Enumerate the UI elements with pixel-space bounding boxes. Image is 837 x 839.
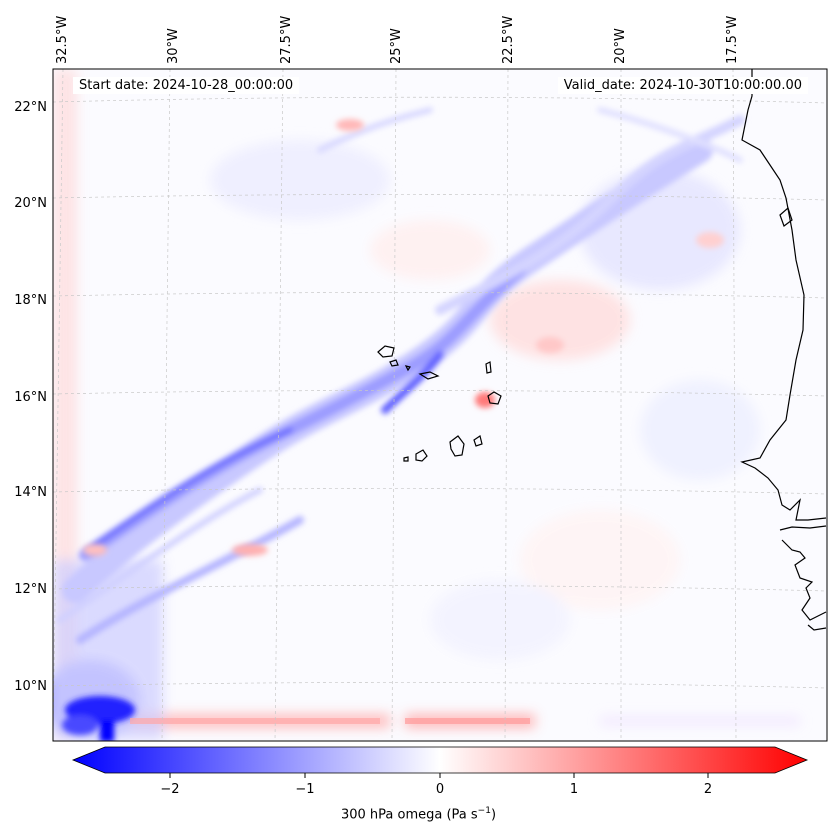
lat-label: 14°N [14,485,47,500]
colorbar-label-text: 300 hPa omega (Pa s [340,807,478,823]
lon-label: 27.5°W [279,16,294,64]
coastline [740,69,827,631]
colorbar-tick-label: 1 [570,782,578,797]
lat-label: 12°N [14,582,47,597]
lon-label: 22.5°W [501,16,516,64]
start-date-annotation: Start date: 2024-10-28_00:00:00 [73,77,300,94]
lon-label: 25°W [389,28,404,64]
lat-label: 20°N [14,196,47,211]
lon-tick-labels: 32.5°W 30°W 27.5°W 25°W 22.5°W 20°W 17.5… [55,16,740,64]
map-panel [52,68,828,742]
lat-tick-labels: 22°N 20°N 18°N 16°N 14°N 12°N 10°N [14,100,47,694]
lat-label: 10°N [14,679,47,694]
colorbar-bar [71,746,809,774]
colorbar-label-close: ) [490,807,497,823]
colorbar: −2 −1 0 1 2 [71,746,809,797]
lat-label: 18°N [14,293,47,308]
colorbar-tick-label: 2 [704,782,712,797]
lat-label: 16°N [14,390,47,405]
omega-field [53,69,827,741]
colorbar-tick-label: 0 [436,782,444,797]
map-frame [52,68,828,742]
graticule [53,69,827,741]
valid-date-annotation: Valid_date: 2024-10-30T10:00:00.00 [557,77,808,94]
lat-label: 22°N [14,100,47,115]
colorbar-label: 300 hPa omega (Pa s−1) [0,806,837,822]
lon-label: 32.5°W [55,16,70,64]
colorbar-label-exponent: −1 [477,806,491,816]
colorbar-tick-label: −1 [295,782,314,797]
colorbar-tick-label: −2 [160,782,179,797]
cape-verde-islands [377,345,502,462]
lon-label: 30°W [166,28,181,64]
lon-label: 20°W [613,28,628,64]
lon-label: 17.5°W [725,16,740,64]
